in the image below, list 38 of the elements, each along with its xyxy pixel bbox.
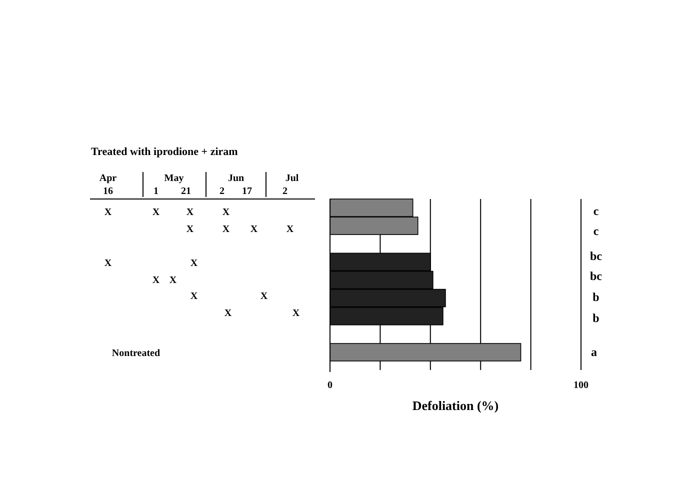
text: Jun — [228, 173, 244, 184]
text: X — [169, 275, 178, 286]
text: 2 — [220, 186, 224, 197]
text: 17 — [242, 186, 252, 197]
text: 2 — [282, 186, 288, 197]
text: May — [164, 173, 184, 184]
text: Jul — [285, 173, 299, 184]
text: bc — [590, 269, 603, 283]
text: Apr — [99, 173, 118, 184]
text: Nontreated — [112, 348, 161, 359]
text: X — [104, 258, 112, 269]
text: X — [190, 258, 198, 269]
text: X — [224, 308, 232, 319]
text: 21 — [181, 186, 191, 197]
text: X — [104, 207, 112, 218]
text: X — [222, 207, 230, 218]
text: b — [592, 311, 600, 325]
text: X — [186, 207, 194, 218]
x-tick-label: 100 — [574, 380, 588, 391]
text: X — [152, 207, 160, 218]
text: c — [593, 224, 600, 238]
text: X — [292, 308, 300, 319]
text: X — [286, 224, 294, 235]
text: X — [260, 291, 268, 302]
text: 16 — [103, 186, 113, 197]
text: X — [186, 224, 194, 235]
text: a — [591, 345, 597, 359]
text: X — [190, 291, 198, 302]
x-tick-label: 0 — [328, 380, 332, 391]
text: b — [592, 290, 600, 304]
text: X — [152, 275, 160, 286]
text: X — [222, 224, 230, 235]
text: Treated with iprodione + ziram — [91, 146, 238, 158]
text: 1 — [154, 186, 158, 197]
text: bc — [590, 249, 603, 263]
text: X — [250, 224, 258, 235]
x-axis-title: Defoliation (%) — [412, 398, 499, 413]
text: c — [593, 204, 600, 218]
